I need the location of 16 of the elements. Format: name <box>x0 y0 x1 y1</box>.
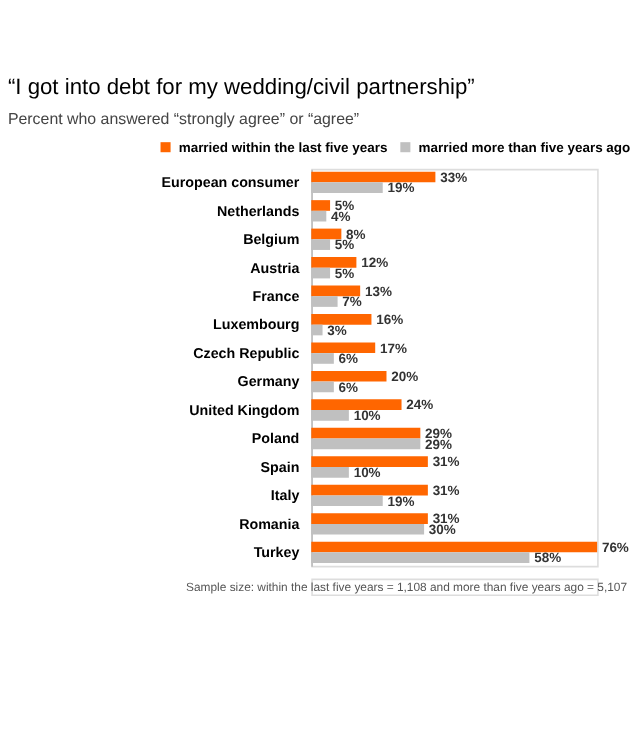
bar <box>311 257 357 268</box>
bar <box>311 228 342 240</box>
bar <box>311 541 598 553</box>
bar <box>311 342 376 354</box>
bar <box>311 399 402 411</box>
bar <box>311 313 372 325</box>
chart-subtitle: Percent who answered “strongly agree” or “agree” <box>7 110 360 129</box>
chart-title: “I got into debt for my wedding/civil partnership” <box>7 76 476 101</box>
bar <box>311 484 428 496</box>
bar <box>311 200 331 211</box>
bar <box>311 513 428 524</box>
bar <box>311 285 361 297</box>
bar <box>311 171 436 183</box>
bar <box>311 456 428 467</box>
bar <box>311 427 421 439</box>
bar <box>311 370 387 382</box>
